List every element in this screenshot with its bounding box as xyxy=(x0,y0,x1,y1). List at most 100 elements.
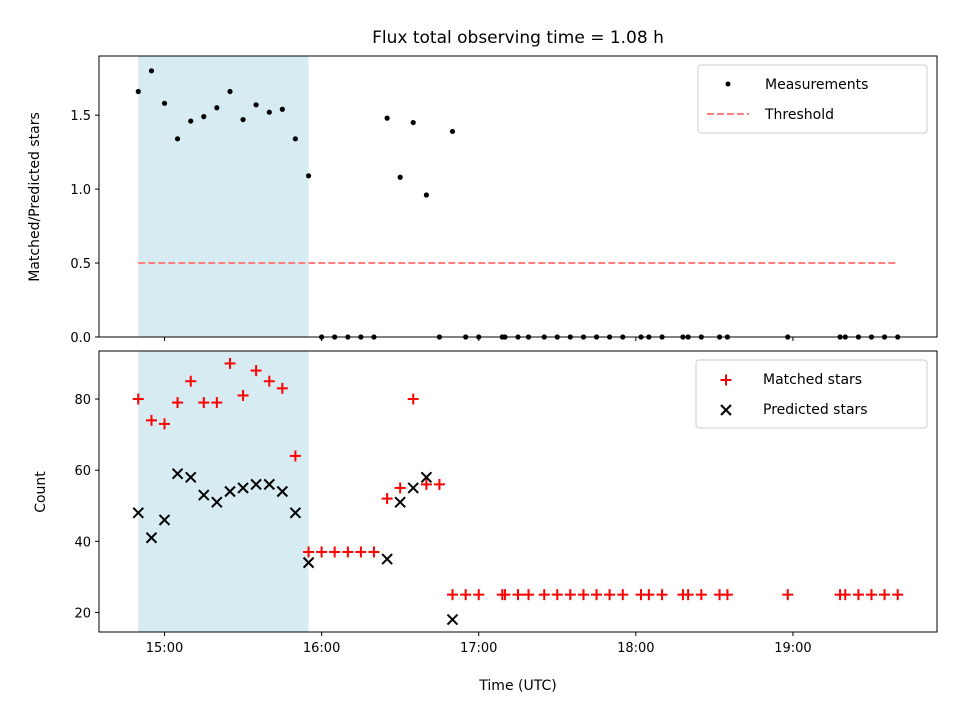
measurement-point xyxy=(174,136,181,142)
legend-matched-marker xyxy=(720,374,732,386)
predicted-star-point-b xyxy=(381,553,393,565)
predicted-star-point-b xyxy=(407,482,419,494)
measurement-point xyxy=(148,68,155,74)
predicted-star-points xyxy=(132,468,459,626)
matched-star-point xyxy=(159,418,171,430)
count-panel: 20 40 60 80 15:00 16:00 17:00 18:00 19:00 Count… xyxy=(33,350,938,694)
observing-window-shade xyxy=(138,56,309,337)
predicted-star-point-b xyxy=(158,514,171,526)
legend-predicted-cross-b xyxy=(720,404,732,416)
predicted-star-point-b xyxy=(302,556,315,569)
predicted-star-point xyxy=(237,482,249,494)
matched-star-points xyxy=(132,357,904,601)
legend-matched-plus xyxy=(720,374,732,386)
count-y-ticks: 20 40 60 80 xyxy=(74,393,99,621)
matched-star-point xyxy=(499,589,511,601)
matched-star-point xyxy=(523,589,535,601)
predicted-star-point-b xyxy=(185,471,197,483)
matched-star-point xyxy=(695,589,707,601)
x-tick-label: 18:00 xyxy=(617,641,654,656)
predicted-star-point xyxy=(381,553,393,565)
x-tick-label: 17:00 xyxy=(460,641,497,656)
matched-star-point xyxy=(237,389,249,401)
measurement-point xyxy=(240,116,246,123)
count-panel-frame xyxy=(98,350,938,633)
matched-star-point xyxy=(263,375,275,387)
matched-star-point xyxy=(591,589,603,601)
legend-predicted-cross xyxy=(720,404,732,416)
predicted-star-point-b xyxy=(250,478,262,491)
chart-title: Flux total observing time = 1.08 h xyxy=(372,28,664,48)
matched-star-point xyxy=(198,397,210,409)
predicted-star-point-b xyxy=(446,613,459,626)
predicted-star-point xyxy=(171,468,184,480)
ratio-panel: 0.0 0.5 1.0 1.5 Matched/Predicted stars Mea… xyxy=(27,55,938,346)
y-tick-label: 0.5 xyxy=(70,257,91,272)
predicted-star-point xyxy=(263,478,276,491)
y-tick-label: 60 xyxy=(74,464,91,479)
matched-star-point xyxy=(551,589,563,601)
matched-star-point xyxy=(643,589,655,601)
matched-star-point xyxy=(224,357,236,369)
measurement-point xyxy=(253,102,259,108)
matched-star-point xyxy=(879,589,891,601)
matched-star-point xyxy=(355,546,367,558)
legend-predicted-marker xyxy=(720,404,732,416)
predicted-star-point-b xyxy=(237,482,249,494)
predicted-star-point xyxy=(420,471,433,483)
matched-star-point xyxy=(865,589,877,601)
ratio-legend-box xyxy=(697,64,928,134)
measurement-point xyxy=(384,115,390,121)
y-tick-label: 20 xyxy=(74,606,91,621)
count-y-axis-label: Count xyxy=(33,471,49,513)
matched-star-point xyxy=(460,589,472,601)
measurement-point xyxy=(188,118,194,124)
matched-star-point xyxy=(185,375,197,387)
measurement-point xyxy=(266,109,272,115)
predicted-star-point-b xyxy=(211,496,223,508)
predicted-star-point-b xyxy=(171,468,184,480)
matched-star-point xyxy=(564,589,576,601)
ratio-legend: Measurements Threshold xyxy=(697,64,928,134)
matched-star-point xyxy=(473,589,485,601)
predicted-star-point xyxy=(302,556,315,569)
measurement-point xyxy=(279,106,285,112)
count-legend-box xyxy=(695,359,928,429)
matched-star-point xyxy=(446,589,458,601)
matched-star-point xyxy=(839,589,851,601)
legend-predicted-label: Predicted stars xyxy=(763,402,868,418)
matched-star-point xyxy=(303,546,315,558)
matched-star-point xyxy=(578,589,590,601)
predicted-star-point xyxy=(211,496,223,508)
measurement-point xyxy=(449,128,456,135)
y-tick-label: 1.0 xyxy=(70,183,91,198)
measurement-point xyxy=(201,114,207,120)
matched-star-point xyxy=(407,393,419,405)
matched-star-point xyxy=(420,478,432,490)
legend-measurements-label: Measurements xyxy=(765,77,868,93)
legend-matched-label: Matched stars xyxy=(763,372,862,388)
predicted-star-point xyxy=(250,478,262,491)
predicted-star-point-b xyxy=(145,532,158,544)
legend-threshold-label: Threshold xyxy=(764,107,834,123)
ratio-panel-frame xyxy=(98,55,938,338)
matched-star-point xyxy=(538,589,550,601)
matched-star-point xyxy=(368,546,380,558)
matched-star-point xyxy=(316,546,328,558)
predicted-star-point xyxy=(446,613,459,626)
x-tick-label: 19:00 xyxy=(774,641,811,656)
y-tick-label: 80 xyxy=(74,393,91,408)
matched-star-point xyxy=(512,589,524,601)
matched-star-point xyxy=(782,589,794,601)
ratio-y-axis-label: Matched/Predicted stars xyxy=(27,112,43,282)
predicted-star-point-b xyxy=(263,478,276,491)
measurement-point xyxy=(305,173,312,179)
predicted-star-point-b xyxy=(276,485,289,498)
measurement-point xyxy=(135,88,141,95)
predicted-star-point xyxy=(276,485,289,498)
count-x-ticks: 15:00 16:00 17:00 18:00 19:00 xyxy=(146,632,812,656)
matched-star-point xyxy=(721,589,733,601)
measurement-point xyxy=(214,105,220,111)
matched-star-point xyxy=(145,414,157,426)
